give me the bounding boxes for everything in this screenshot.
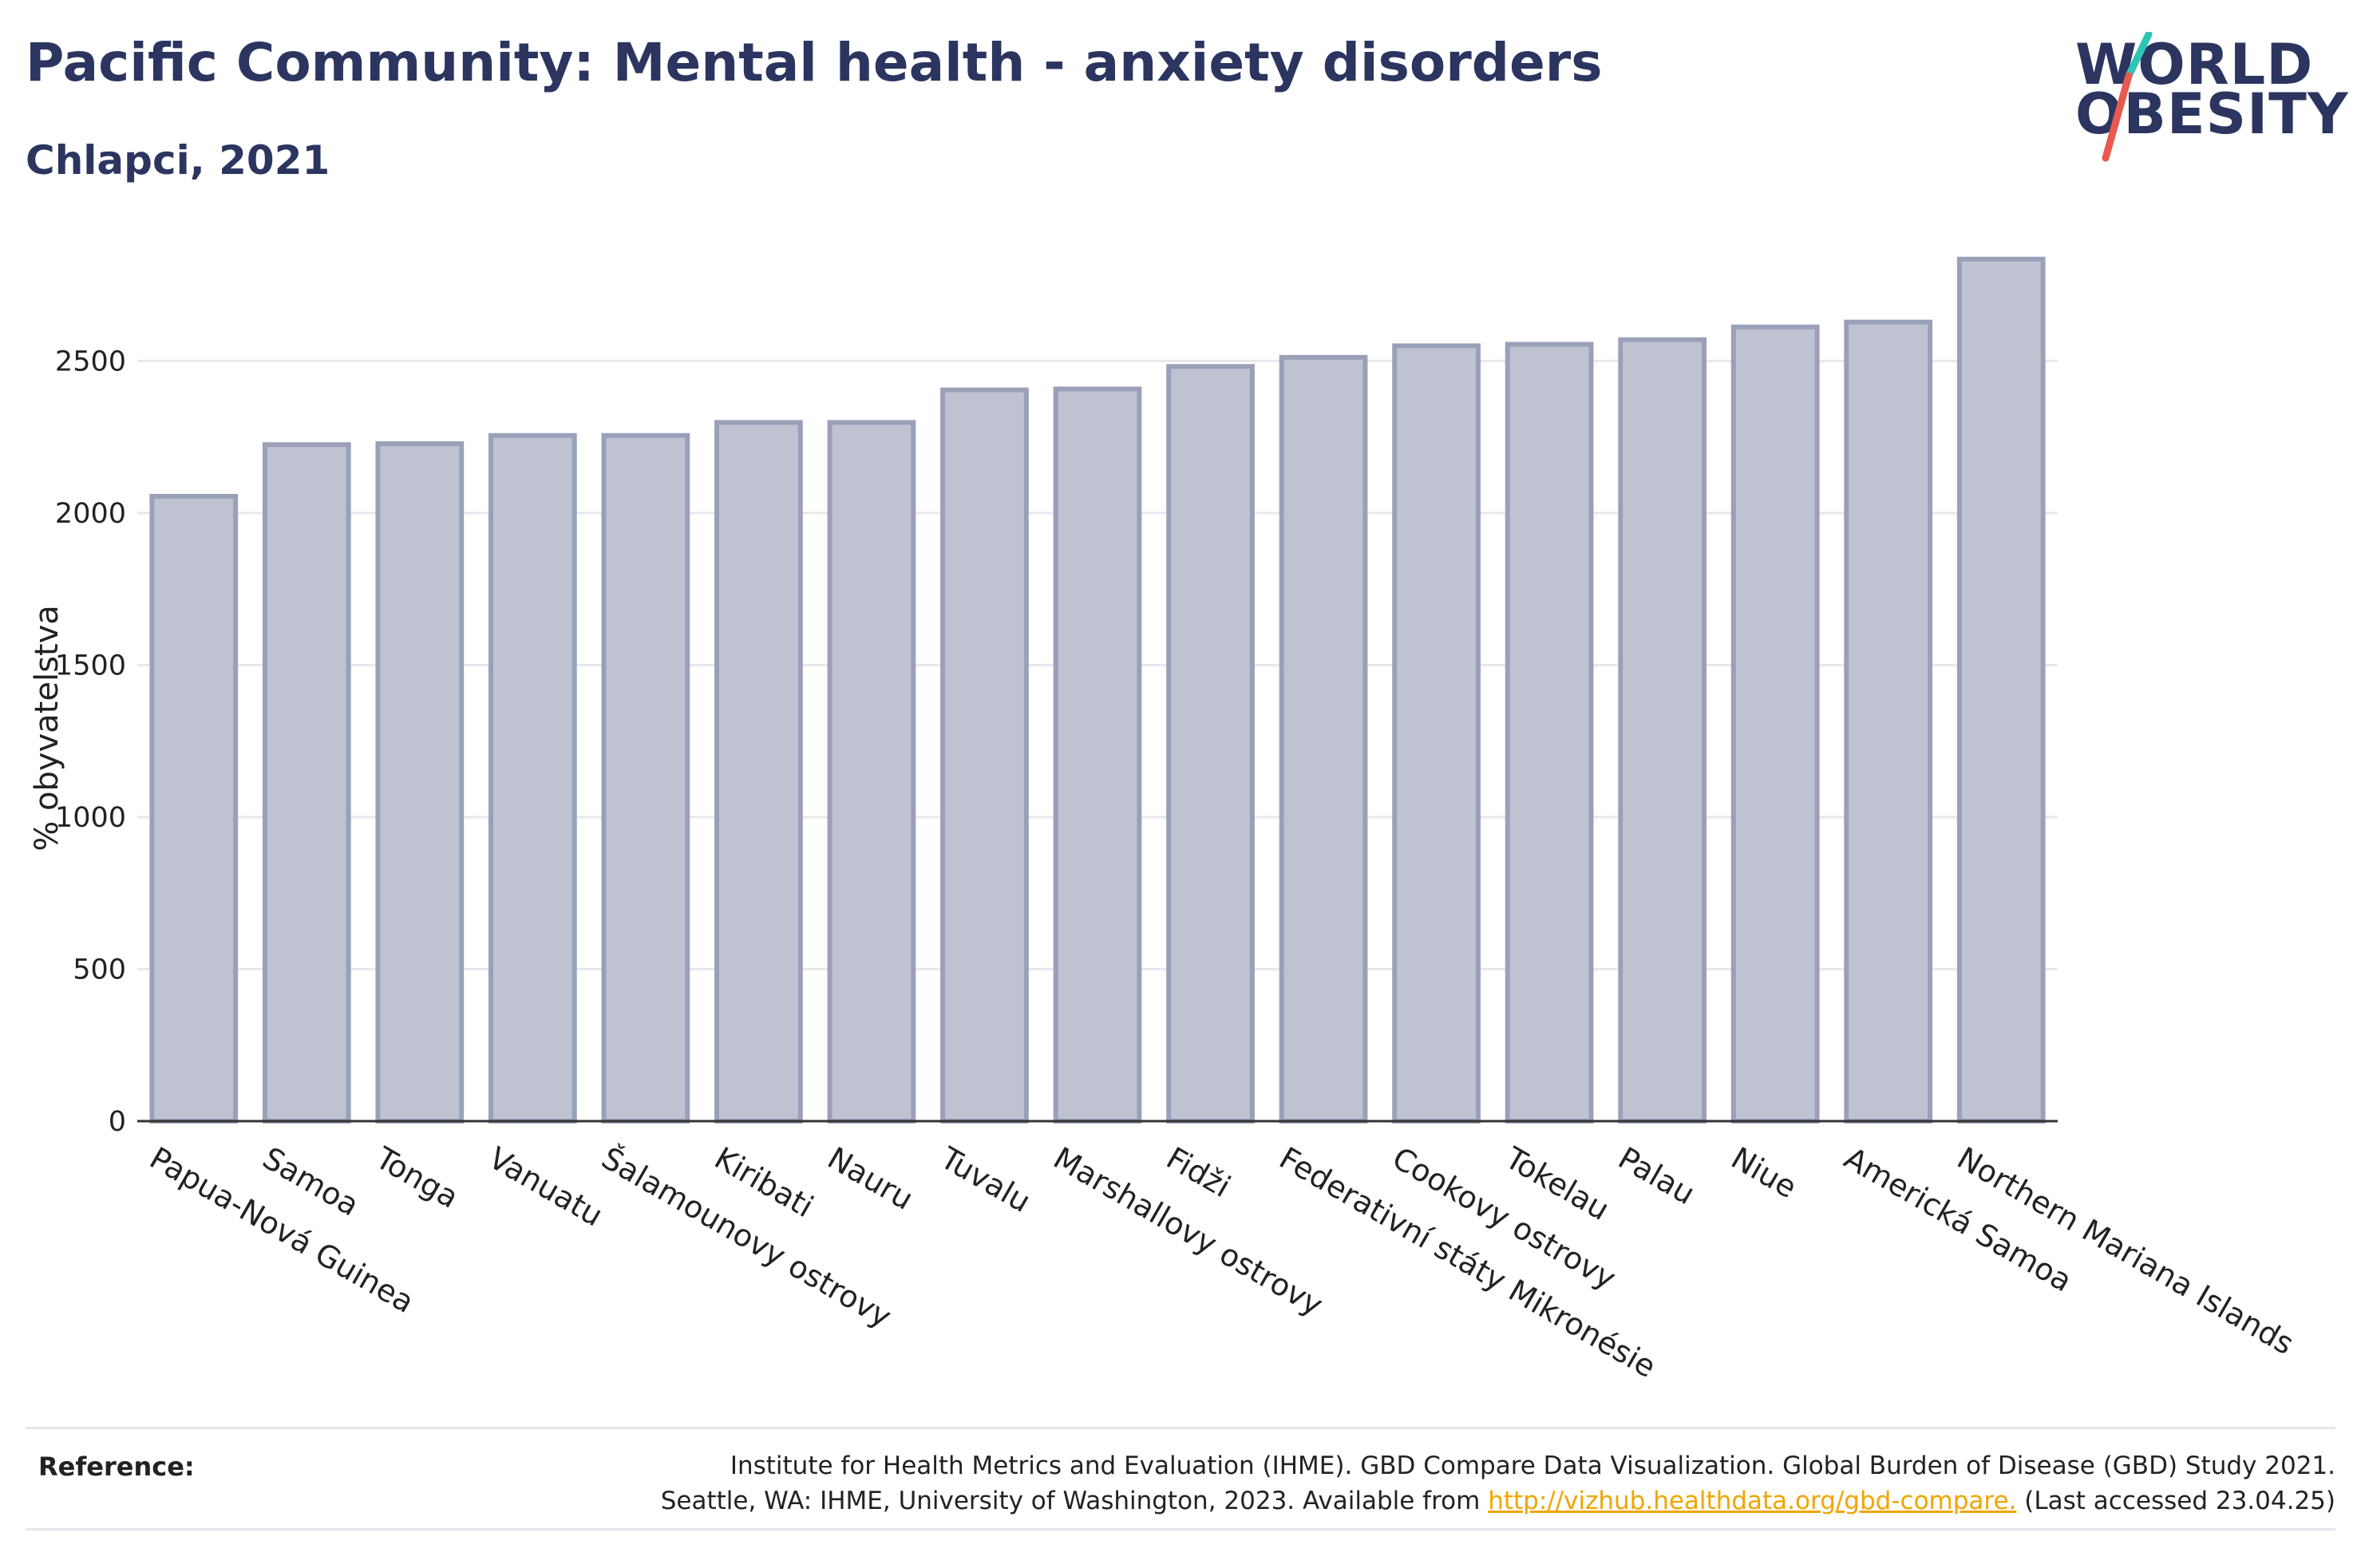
reference-line-2-suffix: (Last accessed 23.04.25) (2016, 1487, 2335, 1515)
bar (375, 441, 465, 1124)
reference-text: Institute for Health Metrics and Evaluat… (661, 1448, 2335, 1519)
reference-line-2-prefix: Seattle, WA: IHME, University of Washing… (660, 1487, 1489, 1515)
bar (1956, 256, 2046, 1124)
y-axis-title: % obyvatelstva (29, 605, 65, 851)
y-tick-label: 0 (109, 1106, 126, 1138)
bar (827, 420, 916, 1124)
reference-line-1: Institute for Health Metrics and Evaluat… (730, 1451, 2335, 1480)
page-title: Pacific Community: Mental health - anxie… (26, 32, 1603, 93)
bar (1392, 343, 1481, 1124)
bar (1730, 324, 1820, 1124)
x-tick-label: Tonga (369, 1139, 464, 1215)
bar (1505, 342, 1594, 1124)
bars (149, 256, 2046, 1124)
world-obesity-logo: WORLD OBESITY (2075, 32, 2348, 176)
bar (488, 432, 577, 1124)
bar (1279, 354, 1368, 1124)
bar (940, 387, 1029, 1124)
x-tick-label: Palau (1612, 1140, 1701, 1211)
bar (1053, 386, 1142, 1124)
x-tick-label: Vanuatu (483, 1140, 609, 1233)
bar (601, 432, 690, 1124)
x-tick-label: Niue (1726, 1140, 1803, 1205)
bar (1618, 337, 1707, 1124)
logo-slash-icon (2102, 32, 2153, 162)
bar (262, 442, 351, 1124)
y-tick-label: 1500 (55, 650, 126, 681)
x-tick-label: Fidži (1161, 1140, 1236, 1204)
page-subtitle: Chlapci, 2021 (26, 137, 330, 184)
bar (149, 493, 239, 1124)
x-tick-label: Tuvalu (934, 1139, 1036, 1219)
y-tick-label: 1000 (55, 802, 126, 834)
bar (1166, 364, 1255, 1124)
x-tick-label: Nauru (821, 1140, 919, 1217)
bar (1844, 319, 1933, 1124)
reference-line-2: Seattle, WA: IHME, University of Washing… (661, 1483, 2335, 1519)
y-tick-label: 2500 (55, 346, 126, 377)
y-tick-label: 2000 (55, 498, 126, 530)
reference-link[interactable]: http://vizhub.healthdata.org/gbd-compare… (1488, 1487, 2017, 1515)
bar (714, 420, 803, 1124)
logo-word-world: WORLD (2075, 32, 2314, 97)
reference-footer: Reference: Institute for Health Metrics … (26, 1427, 2335, 1530)
y-tick-label: 500 (73, 954, 126, 985)
reference-label: Reference: (38, 1451, 195, 1482)
